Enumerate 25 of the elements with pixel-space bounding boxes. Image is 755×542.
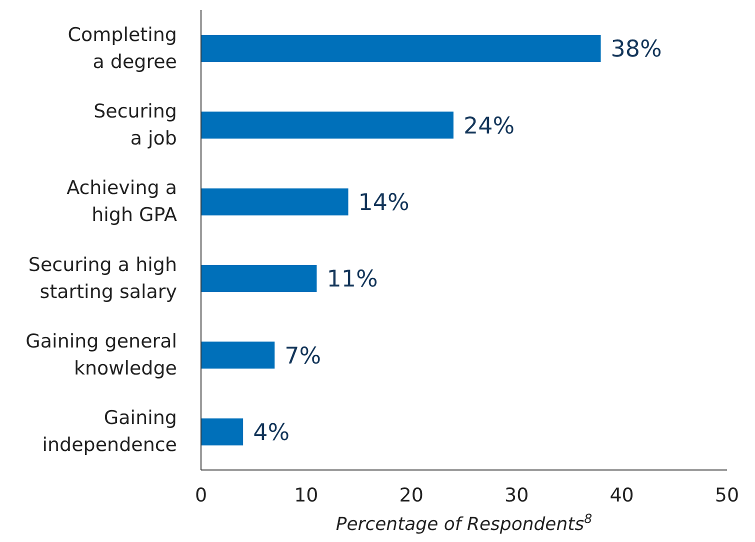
data-label: 11% bbox=[326, 266, 378, 293]
data-label: 4% bbox=[253, 420, 290, 446]
bar bbox=[201, 265, 317, 292]
bar bbox=[201, 35, 601, 62]
data-label: 14% bbox=[358, 190, 410, 216]
x-tick-label: 50 bbox=[714, 484, 740, 506]
y-tick-label: Gaining independence bbox=[42, 407, 177, 456]
bar bbox=[201, 342, 275, 369]
y-tick-label: Achieving a high GPA bbox=[66, 177, 177, 226]
y-tick-label: Securing a high starting salary bbox=[28, 254, 177, 303]
bar bbox=[201, 418, 244, 446]
bar bbox=[201, 112, 454, 139]
data-label: 7% bbox=[284, 343, 322, 370]
x-tick-label: 20 bbox=[399, 484, 424, 506]
x-axis-title: Percentage of Respondents$^{8}$ bbox=[336, 510, 592, 535]
y-tick-label: Gaining general knowledge bbox=[26, 330, 177, 380]
x-tick-label: 10 bbox=[294, 484, 318, 506]
data-label: 38% bbox=[610, 36, 662, 63]
y-tick-label: Completing a degree bbox=[68, 24, 177, 73]
bar bbox=[201, 188, 348, 216]
x-tick-label: 30 bbox=[504, 484, 529, 506]
x-tick-label: 0 bbox=[194, 484, 208, 506]
data-label: 24% bbox=[463, 113, 515, 140]
x-tick-label: 40 bbox=[610, 484, 634, 506]
y-tick-label: Securing a job bbox=[94, 100, 177, 150]
